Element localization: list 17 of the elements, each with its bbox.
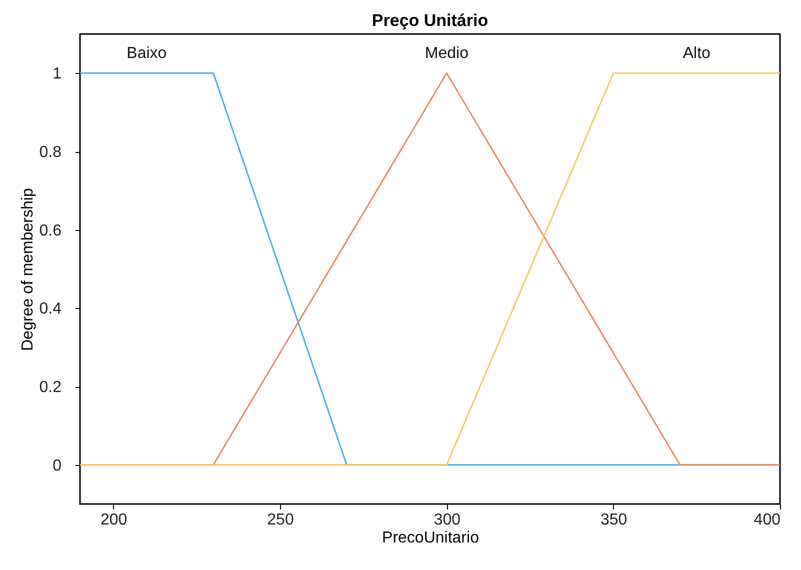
series-label: Alto <box>682 45 711 62</box>
chart-title: Preço Unitário <box>372 11 488 30</box>
x-tick-label: 400 <box>754 512 781 528</box>
y-tick-label: 1 <box>52 66 62 83</box>
series-label: Medio <box>424 45 469 62</box>
x-tick-label: 200 <box>100 512 128 528</box>
series-label: Baixo <box>126 45 167 62</box>
x-axis-title: PrecoUnitario <box>382 530 480 546</box>
x-tick-label: 350 <box>600 512 628 528</box>
y-tick-label: 0.6 <box>39 222 62 240</box>
y-tick-label: 0.4 <box>39 300 62 318</box>
y-tick-label: 0.8 <box>39 144 62 161</box>
y-tick-label: 0 <box>52 457 62 474</box>
x-tick-label: 300 <box>434 512 461 528</box>
y-tick-label: 0.2 <box>39 379 62 396</box>
y-axis-title: Degree of membership <box>19 188 36 351</box>
x-tick-label: 250 <box>267 512 294 528</box>
